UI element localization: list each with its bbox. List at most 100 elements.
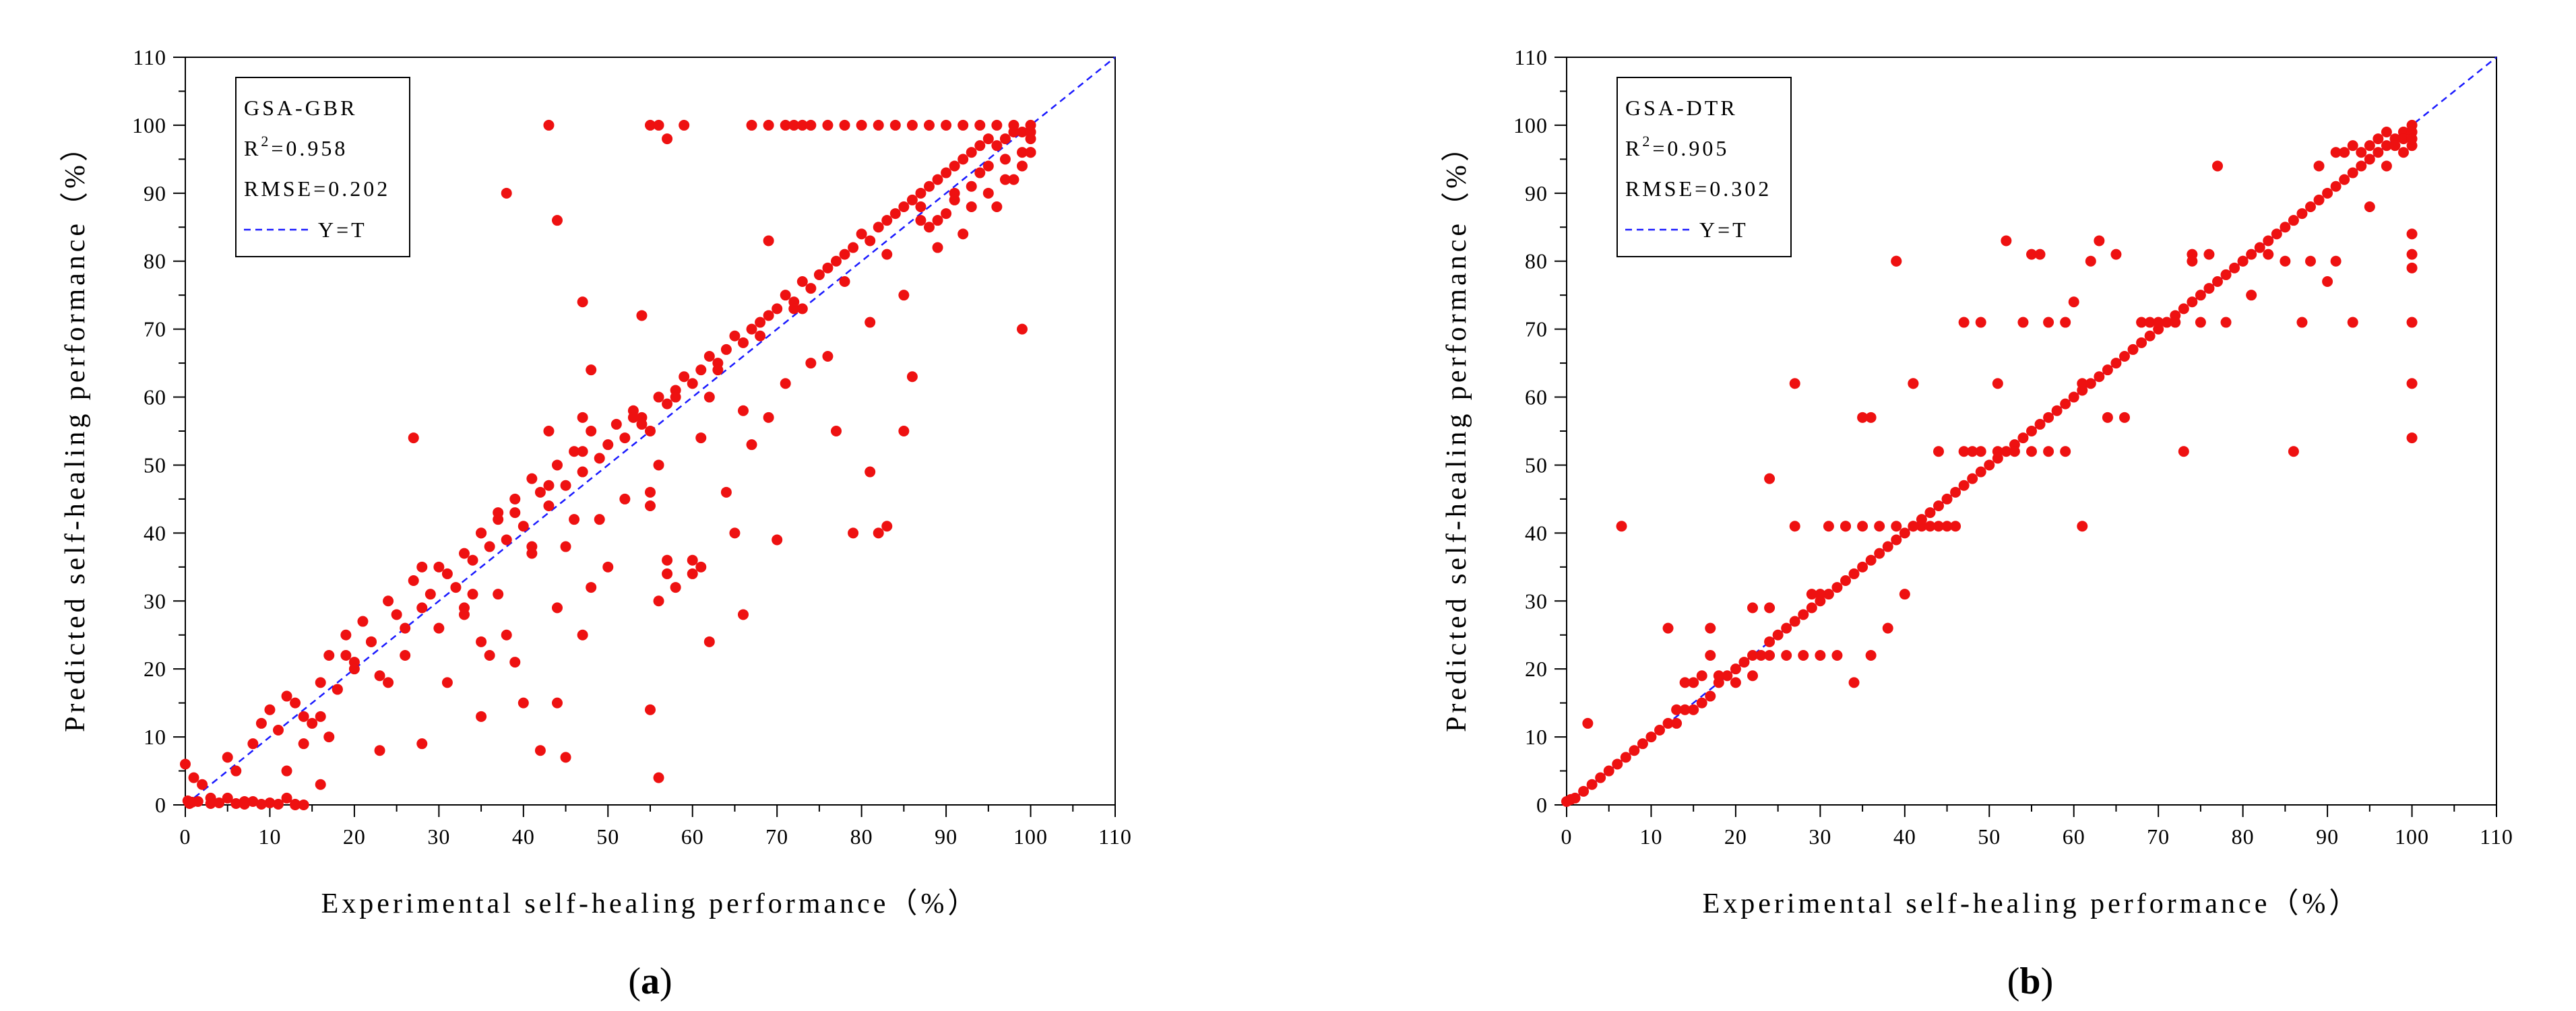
data-point xyxy=(408,432,419,444)
data-point xyxy=(416,602,428,614)
data-point xyxy=(746,439,757,451)
data-point xyxy=(2043,446,2054,457)
x-tick-label: 0 xyxy=(180,824,191,849)
data-point xyxy=(610,418,622,430)
data-point xyxy=(1891,255,1902,267)
data-point xyxy=(569,446,580,457)
data-point xyxy=(1781,650,1792,661)
data-point xyxy=(222,752,233,763)
data-point xyxy=(188,772,199,783)
data-point xyxy=(848,527,859,539)
x-tick-label: 110 xyxy=(2480,824,2513,849)
data-point xyxy=(898,290,910,301)
data-point xyxy=(662,554,673,566)
data-point xyxy=(577,629,588,641)
data-point xyxy=(1603,765,1614,777)
data-point xyxy=(982,133,994,145)
data-point xyxy=(2085,378,2096,389)
legend-r2: R2=0.958 xyxy=(244,133,348,160)
data-point xyxy=(679,119,690,131)
data-point xyxy=(2136,337,2147,348)
data-point xyxy=(1882,541,1893,552)
data-point xyxy=(974,167,986,178)
data-point xyxy=(543,500,555,511)
x-tick-label: 90 xyxy=(935,824,957,849)
data-point xyxy=(653,595,664,607)
data-point xyxy=(1891,534,1902,546)
data-point xyxy=(247,738,259,750)
y-tick-label: 30 xyxy=(144,589,166,613)
data-point xyxy=(1831,650,1843,661)
data-point xyxy=(796,303,808,315)
data-point xyxy=(467,554,478,566)
data-point xyxy=(1705,690,1716,702)
legend-r2-value: =0.958 xyxy=(271,136,348,160)
data-point xyxy=(281,765,292,777)
data-point xyxy=(1738,657,1750,668)
data-point xyxy=(1747,602,1758,614)
data-point xyxy=(290,800,301,810)
data-point xyxy=(1764,650,1776,661)
data-point xyxy=(222,792,233,804)
data-point xyxy=(889,208,901,220)
data-point xyxy=(780,290,791,301)
data-point xyxy=(1958,480,1970,491)
data-point xyxy=(517,697,529,709)
data-point xyxy=(298,711,309,722)
panel-label: (a) xyxy=(628,960,672,1002)
data-point xyxy=(1857,521,1868,532)
data-point xyxy=(1848,568,1860,579)
data-point xyxy=(1688,677,1699,688)
data-point xyxy=(1025,119,1036,131)
data-point xyxy=(1924,507,1936,519)
data-point xyxy=(2381,140,2392,152)
legend-box xyxy=(235,77,410,257)
data-point xyxy=(1654,725,1665,736)
panel-label-close: ) xyxy=(2041,960,2054,1002)
data-point xyxy=(602,439,614,451)
data-point xyxy=(281,690,292,702)
data-point xyxy=(1705,650,1716,661)
data-point xyxy=(1874,548,1885,559)
data-point xyxy=(1984,459,1995,471)
data-point xyxy=(1798,609,1809,620)
data-point xyxy=(974,140,986,152)
legend: GSA-DTR R2=0.905 RMSE=0.302 Y=T xyxy=(1616,77,1792,257)
data-point xyxy=(966,181,977,192)
data-point xyxy=(1764,473,1776,484)
data-point xyxy=(645,119,656,131)
data-point xyxy=(2060,317,2071,328)
data-point xyxy=(2305,255,2316,267)
data-point xyxy=(2229,262,2240,273)
data-point xyxy=(400,622,411,634)
data-point xyxy=(738,405,749,416)
data-point xyxy=(2203,249,2215,260)
data-point xyxy=(298,738,309,750)
data-point xyxy=(264,704,276,715)
data-point xyxy=(932,215,943,226)
data-point xyxy=(1882,622,1893,634)
data-point xyxy=(738,609,749,620)
data-point xyxy=(2034,418,2046,430)
x-tick-label: 70 xyxy=(765,824,788,849)
data-point xyxy=(1713,670,1724,682)
data-point xyxy=(441,568,453,579)
data-point xyxy=(2364,154,2375,165)
data-point xyxy=(2017,317,2029,328)
data-point xyxy=(1595,772,1606,783)
data-point xyxy=(501,187,512,199)
data-point xyxy=(924,181,935,192)
data-point xyxy=(315,711,326,722)
x-tick-label: 60 xyxy=(681,824,704,849)
data-point xyxy=(517,521,529,532)
y-tick-label: 0 xyxy=(1536,793,1548,817)
data-point xyxy=(1798,650,1809,661)
x-tick-label: 100 xyxy=(1013,824,1048,849)
data-point xyxy=(391,609,402,620)
data-point xyxy=(695,561,707,573)
data-point xyxy=(2406,133,2418,145)
data-point xyxy=(476,711,487,722)
data-point xyxy=(2119,412,2130,423)
data-point xyxy=(2356,147,2367,158)
data-point xyxy=(1899,527,1910,539)
